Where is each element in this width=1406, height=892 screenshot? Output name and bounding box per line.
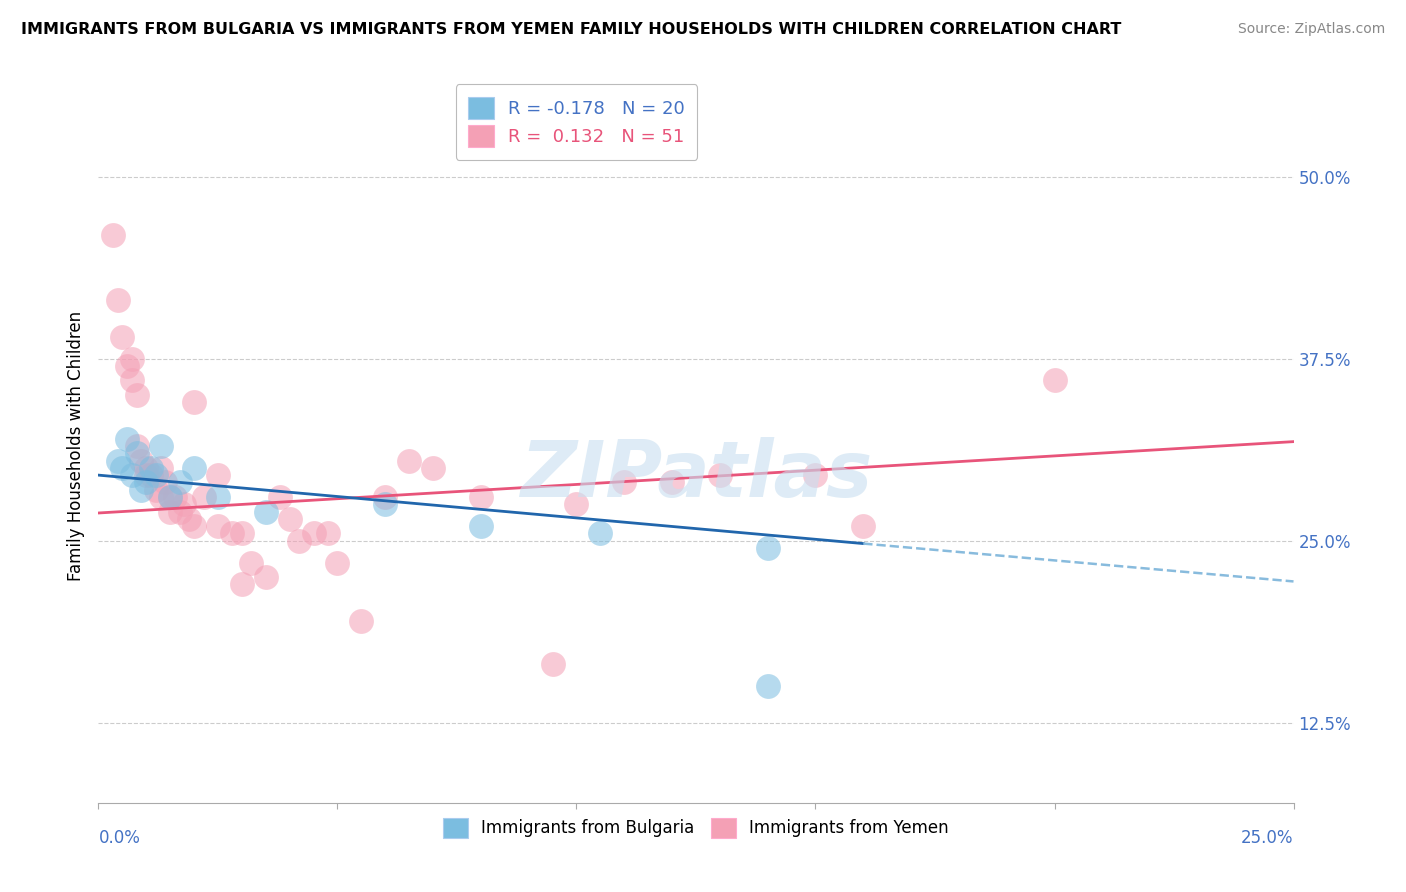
Point xyxy=(135,475,157,490)
Point xyxy=(139,460,162,475)
Point xyxy=(756,679,779,693)
Point xyxy=(183,519,205,533)
Legend: Immigrants from Bulgaria, Immigrants from Yemen: Immigrants from Bulgaria, Immigrants fro… xyxy=(433,807,959,848)
Point xyxy=(756,541,779,555)
Point xyxy=(231,577,253,591)
Point xyxy=(159,490,181,504)
Point xyxy=(288,533,311,548)
Point xyxy=(316,526,339,541)
Point xyxy=(169,504,191,518)
Point xyxy=(155,475,177,490)
Point xyxy=(125,446,148,460)
Point xyxy=(589,526,612,541)
Point xyxy=(254,504,277,518)
Point xyxy=(269,490,291,504)
Point xyxy=(183,395,205,409)
Point xyxy=(145,483,167,497)
Point xyxy=(374,497,396,511)
Point xyxy=(207,468,229,483)
Point xyxy=(231,526,253,541)
Point xyxy=(278,512,301,526)
Point xyxy=(179,512,201,526)
Point xyxy=(709,468,731,483)
Point xyxy=(107,293,129,308)
Point xyxy=(221,526,243,541)
Point xyxy=(173,497,195,511)
Point xyxy=(350,614,373,628)
Point xyxy=(207,519,229,533)
Point xyxy=(131,483,153,497)
Text: Source: ZipAtlas.com: Source: ZipAtlas.com xyxy=(1237,22,1385,37)
Point xyxy=(183,460,205,475)
Point xyxy=(121,468,143,483)
Point xyxy=(135,468,157,483)
Point xyxy=(302,526,325,541)
Y-axis label: Family Households with Children: Family Households with Children xyxy=(66,311,84,581)
Text: IMMIGRANTS FROM BULGARIA VS IMMIGRANTS FROM YEMEN FAMILY HOUSEHOLDS WITH CHILDRE: IMMIGRANTS FROM BULGARIA VS IMMIGRANTS F… xyxy=(21,22,1122,37)
Text: 0.0%: 0.0% xyxy=(98,829,141,847)
Point xyxy=(111,330,134,344)
Point xyxy=(131,453,153,467)
Point xyxy=(193,490,215,504)
Point xyxy=(101,227,124,242)
Point xyxy=(149,439,172,453)
Point xyxy=(541,657,564,672)
Point xyxy=(121,374,143,388)
Point xyxy=(374,490,396,504)
Point xyxy=(661,475,683,490)
Point xyxy=(139,468,162,483)
Point xyxy=(207,490,229,504)
Point xyxy=(565,497,588,511)
Point xyxy=(159,504,181,518)
Point xyxy=(159,490,181,504)
Point xyxy=(852,519,875,533)
Point xyxy=(1043,374,1066,388)
Point xyxy=(115,359,138,373)
Point xyxy=(398,453,420,467)
Point xyxy=(470,490,492,504)
Point xyxy=(125,388,148,402)
Point xyxy=(470,519,492,533)
Point xyxy=(115,432,138,446)
Point xyxy=(121,351,143,366)
Point xyxy=(111,460,134,475)
Point xyxy=(125,439,148,453)
Point xyxy=(422,460,444,475)
Point xyxy=(169,475,191,490)
Point xyxy=(163,490,186,504)
Point xyxy=(145,468,167,483)
Point xyxy=(254,570,277,584)
Point xyxy=(804,468,827,483)
Text: 25.0%: 25.0% xyxy=(1241,829,1294,847)
Point xyxy=(149,460,172,475)
Text: ZIPatlas: ZIPatlas xyxy=(520,436,872,513)
Point xyxy=(240,556,263,570)
Point xyxy=(613,475,636,490)
Point xyxy=(107,453,129,467)
Point xyxy=(326,556,349,570)
Point xyxy=(135,460,157,475)
Point xyxy=(149,490,172,504)
